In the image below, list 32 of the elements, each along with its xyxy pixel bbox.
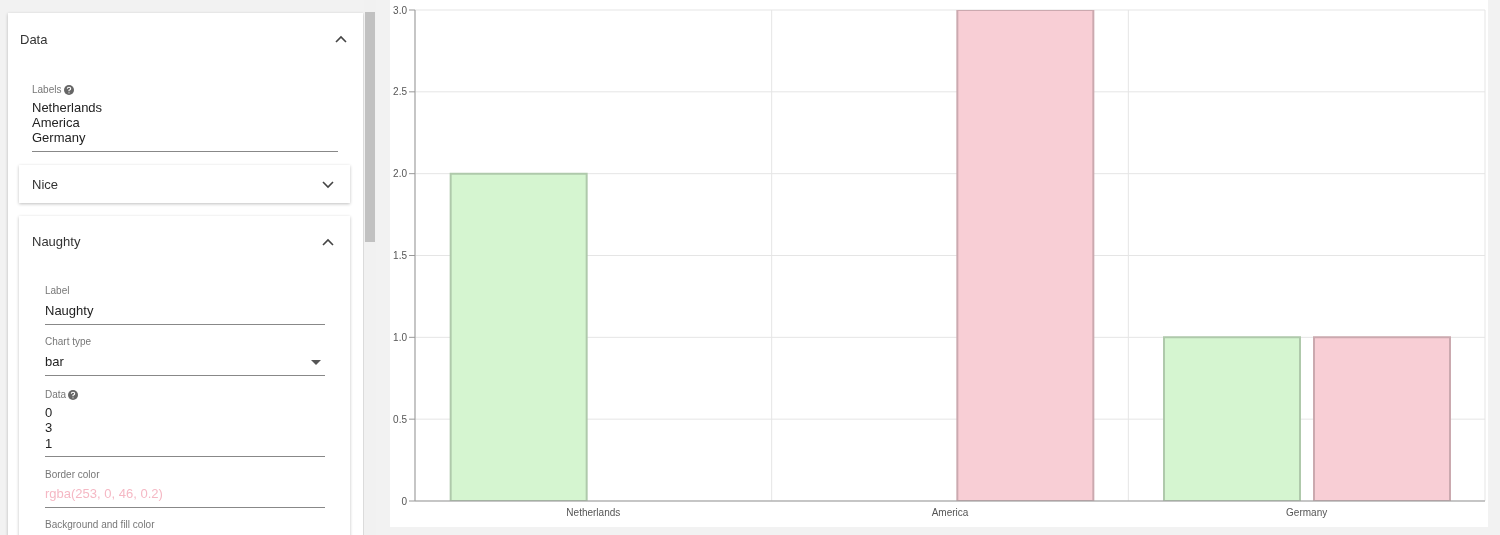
bar — [956, 10, 1095, 501]
bar — [1313, 336, 1451, 501]
text: Netherlands — [32, 100, 103, 116]
text: Data — [45, 389, 67, 401]
text: America — [32, 115, 80, 131]
y-tick-label: 1.5 — [393, 250, 408, 262]
text: Border color — [45, 469, 100, 481]
text: Label — [45, 285, 70, 297]
y-tick-label: 0.5 — [393, 413, 408, 425]
y-tick-label: 2.5 — [393, 86, 408, 98]
x-tick-label: Netherlands — [566, 507, 621, 519]
text: Chart type — [45, 336, 92, 348]
text: Nice — [32, 177, 59, 193]
text: Background and fill color — [45, 519, 155, 531]
x-tick-label: Germany — [1286, 507, 1328, 519]
text: Germany — [32, 130, 86, 146]
y-tick-label: 2.0 — [393, 168, 408, 180]
text: bar — [45, 354, 64, 370]
text: 1 — [45, 436, 53, 452]
text: 3 — [45, 420, 53, 436]
text: 0 — [45, 405, 53, 421]
text: Labels — [32, 84, 62, 96]
text: Naughty — [32, 234, 81, 250]
y-tick-label: 0 — [401, 495, 408, 507]
y-tick-label: 3.0 — [393, 4, 408, 16]
y-tick-label: 1.0 — [393, 331, 408, 343]
text: Naughty — [45, 303, 94, 319]
bar — [449, 172, 588, 501]
text: Data — [20, 32, 48, 48]
bar — [1163, 336, 1301, 501]
text: rgba(253, 0, 46, 0.2) — [45, 486, 163, 502]
x-tick-label: America — [931, 507, 969, 519]
